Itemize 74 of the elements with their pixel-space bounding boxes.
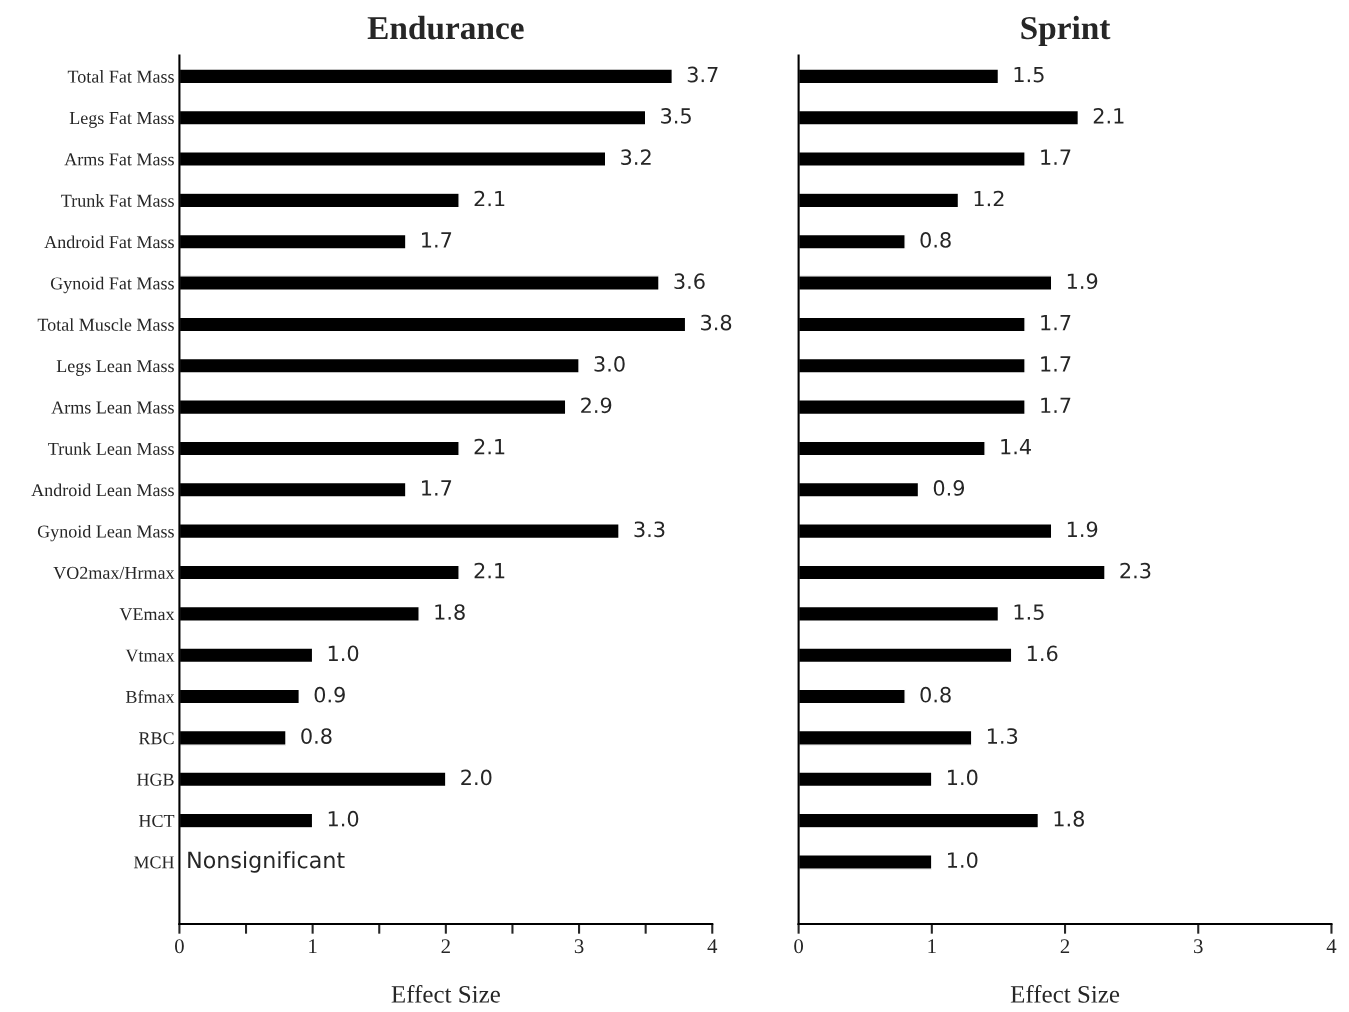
data-label: 0.9 (933, 480, 965, 496)
x-tick-label: 0 (794, 939, 804, 954)
data-label: 2.0 (461, 769, 492, 786)
y-tick-label: RBC (138, 732, 174, 745)
y-tick-label: MCH (133, 856, 175, 869)
x-tick-label: 1 (309, 939, 317, 953)
data-label: 3.3 (634, 521, 665, 538)
x-axis-title: Effect Size (1010, 984, 1120, 1003)
data-label: 1.0 (948, 852, 978, 868)
data-label: 1.9 (1067, 273, 1098, 290)
x-tick-label: 4 (707, 939, 718, 953)
y-tick-label: Arms Lean Mass (51, 401, 174, 414)
data-label: 0.9 (314, 686, 345, 703)
data-label: 1.0 (328, 645, 359, 662)
x-tick-label: 1 (928, 939, 936, 953)
x-tick-label: 2 (441, 939, 450, 953)
data-label: 2.1 (474, 438, 505, 455)
y-tick-label: Arms Fat Mass (64, 153, 174, 166)
data-label: 1.7 (422, 480, 452, 496)
y-tick-label: Gynoid Lean Mass (37, 524, 174, 542)
data-label: 3.6 (674, 273, 705, 290)
data-label: 3.7 (687, 66, 718, 83)
data-label: 1.9 (1067, 521, 1098, 538)
y-tick-label: Trunk Fat Mass (61, 194, 174, 207)
x-axis-title: Effect Size (391, 984, 500, 1003)
data-label: 1.4 (1001, 439, 1031, 455)
data-label: 1.8 (1054, 810, 1084, 827)
data-label: 1.3 (987, 728, 1018, 744)
data-label: 1.7 (422, 232, 452, 248)
y-tick-label: HCT (138, 814, 175, 828)
data-label: 1.6 (1027, 645, 1058, 662)
data-label: 2.3 (1120, 562, 1151, 579)
x-tick-label: 0 (175, 939, 184, 954)
data-label: 1.0 (328, 810, 359, 827)
y-tick-label: Total Fat Mass (67, 70, 174, 83)
data-label: 1.2 (974, 190, 1004, 207)
x-tick-label: 3 (574, 939, 584, 954)
y-tick-label: Legs Lean Mass (56, 360, 174, 376)
chart-title: Sprint (1021, 15, 1111, 47)
data-label: 0.8 (920, 686, 951, 703)
y-tick-label: Vtmax (125, 649, 175, 662)
data-label: 3.5 (661, 107, 691, 124)
y-tick-label: Legs Fat Mass (69, 112, 174, 128)
data-label: 3.0 (594, 356, 625, 372)
data-label: 1.7 (1041, 356, 1071, 372)
data-label: 1.7 (1041, 314, 1071, 331)
data-label: 1.8 (435, 604, 465, 620)
data-label: 1.5 (1014, 604, 1044, 620)
chart-title: Endurance (367, 15, 524, 40)
data-label: 1.0 (948, 769, 978, 786)
x-tick-label: 2 (1060, 939, 1070, 953)
y-tick-label: HGB (136, 773, 174, 786)
y-tick-label: Bfmax (125, 690, 175, 703)
data-label: 2.9 (581, 397, 612, 414)
data-label: 2.1 (474, 562, 505, 579)
x-tick-label: 3 (1194, 939, 1203, 954)
x-tick-label: 4 (1326, 939, 1337, 953)
data-label: 1.7 (1041, 149, 1071, 165)
annotation: Nonsignificant (188, 851, 345, 873)
y-tick-label: Gynoid Fat Mass (50, 276, 174, 294)
data-label: 2.1 (474, 190, 505, 207)
data-label: 2.1 (1093, 107, 1124, 124)
data-label: 1.5 (1014, 66, 1044, 83)
y-tick-label: Total Muscle Mass (37, 318, 174, 331)
data-label: 1.7 (1041, 397, 1071, 413)
data-label: 0.8 (920, 232, 951, 248)
y-tick-label: VO2max/Hrmax (53, 566, 175, 580)
y-tick-label: Trunk Lean Mass (48, 442, 174, 455)
y-tick-label: Android Lean Mass (31, 483, 174, 497)
y-tick-label: Android Fat Mass (44, 235, 174, 249)
data-label: 3.2 (621, 149, 651, 166)
y-tick-label: VEmax (119, 608, 175, 621)
data-label: 0.8 (301, 728, 332, 744)
data-label: 3.8 (701, 314, 732, 331)
